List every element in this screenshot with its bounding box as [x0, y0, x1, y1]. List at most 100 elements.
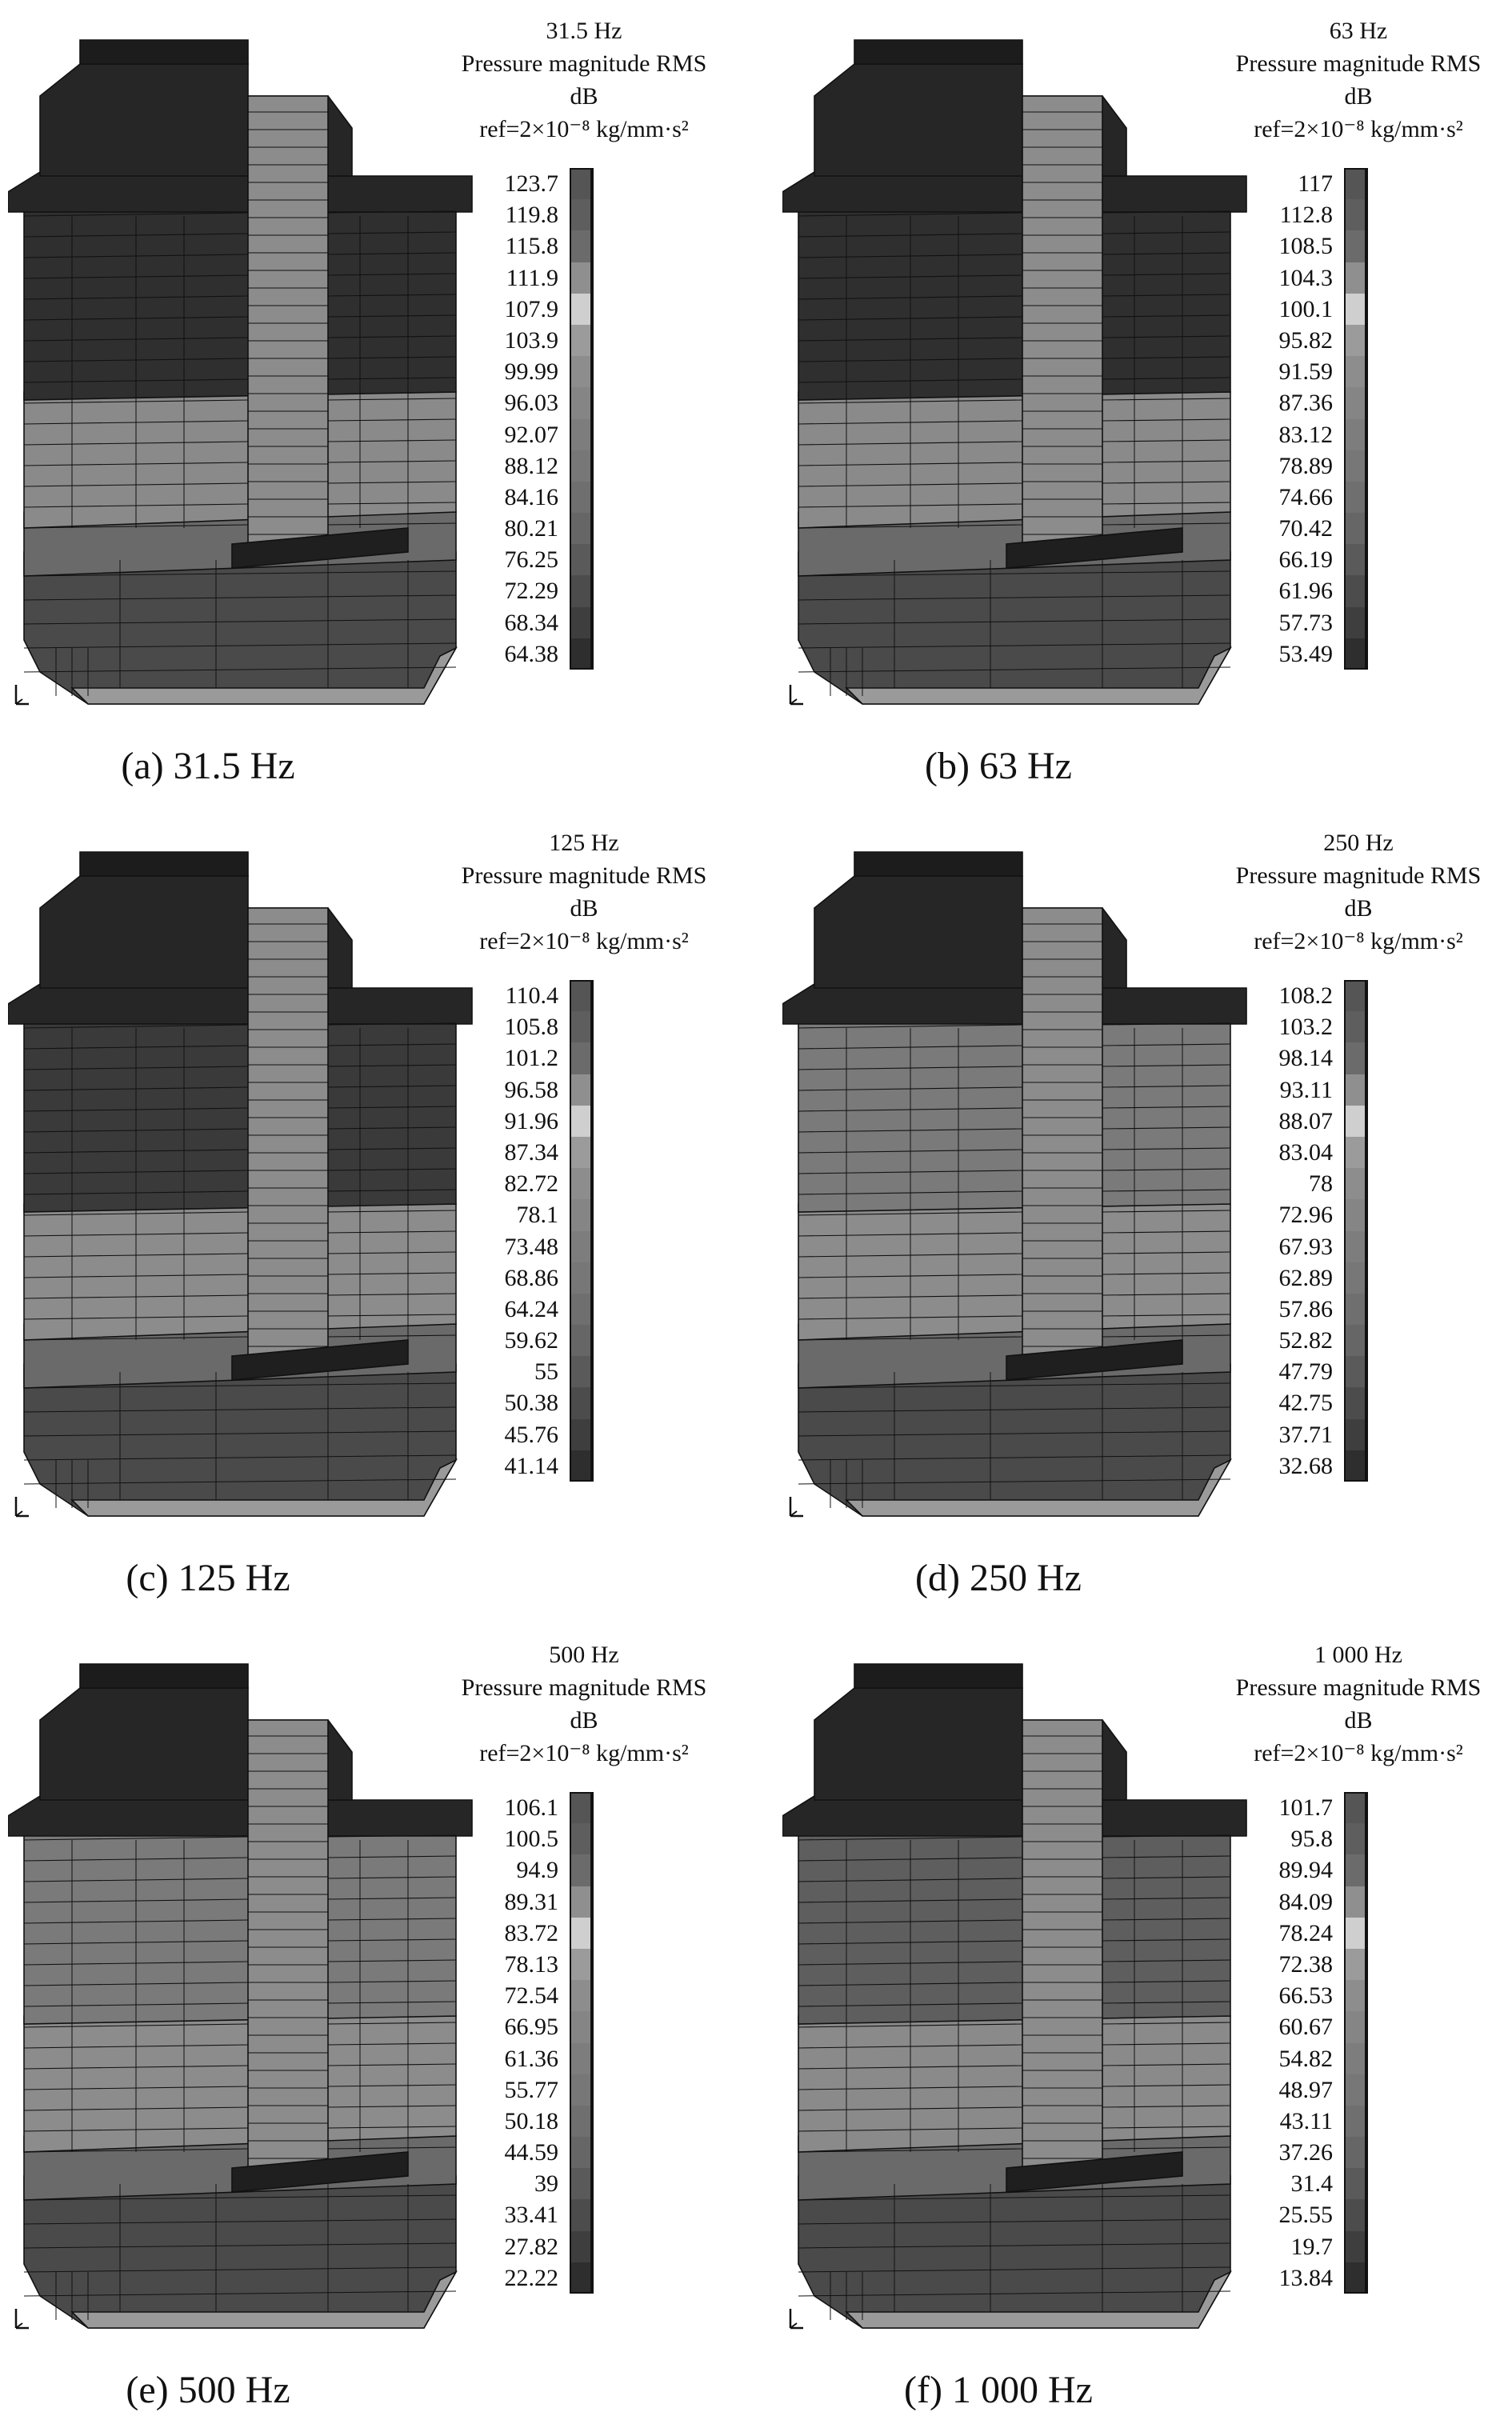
scale-swatch — [570, 1199, 592, 1231]
model-mid-zone — [798, 1203, 1231, 1341]
mesh-line — [327, 1085, 457, 1088]
scale-value: 22.22 — [504, 2264, 559, 2291]
mesh-line — [327, 1043, 457, 1046]
scale-row: 45.76 — [448, 1418, 608, 1450]
mesh-line — [798, 1478, 1231, 1485]
scale-row: 83.04 — [1222, 1136, 1382, 1169]
mesh-line — [1102, 2126, 1231, 2129]
scale-row: 72.29 — [448, 575, 608, 607]
axis-triad-icon — [789, 1497, 803, 1518]
scale-value: 123.7 — [504, 170, 559, 197]
scale-row: 93.11 — [1222, 1074, 1382, 1106]
color-scale: 108.2 103.2 98.14 93.11 88.07 83.04 78 72.96 67.… — [1222, 980, 1382, 1482]
model-tower-left — [814, 875, 1023, 989]
scale-swatch — [1344, 293, 1366, 325]
mesh-line — [1102, 481, 1231, 484]
scale-row: 106.1 — [448, 1792, 608, 1824]
scale-value: 61.36 — [504, 2045, 559, 2072]
scale-value: 45.76 — [504, 1421, 559, 1448]
scale-swatch — [1344, 2168, 1366, 2200]
scale-row: 92.07 — [448, 418, 608, 450]
mesh-line — [798, 2242, 1231, 2249]
scale-value: 73.48 — [504, 1233, 559, 1260]
scale-swatch — [1344, 2042, 1366, 2074]
model-tower-cap — [79, 39, 249, 65]
scale-row: 43.11 — [1222, 2105, 1382, 2138]
mesh-line — [23, 1382, 457, 1389]
scale-swatch — [570, 450, 592, 482]
scale-value: 78 — [1309, 1170, 1333, 1198]
scale-row: 108.2 — [1222, 980, 1382, 1012]
scale-swatch — [570, 2199, 592, 2231]
scale-swatch — [1344, 262, 1366, 294]
scale-swatch — [570, 1168, 592, 1200]
scale-swatch — [1344, 980, 1366, 1012]
mesh-line — [1102, 1085, 1231, 1088]
mesh-line — [23, 1836, 249, 1841]
scale-swatch — [570, 1105, 592, 1137]
model-lower-hull — [798, 551, 1231, 705]
scale-swatch — [570, 1823, 592, 1855]
scale-row: 83.12 — [1222, 418, 1382, 450]
scale-swatch — [570, 1293, 592, 1326]
scale-swatch — [1344, 1917, 1366, 1949]
legend-frequency: 250 Hz — [1323, 830, 1394, 856]
legend-header: 31.5 Hz Pressure magnitude RMS dB ref=2×10⁻… — [416, 14, 752, 146]
axis-triad-icon — [14, 2309, 29, 2330]
mesh-line — [23, 642, 457, 649]
model-tower-cap — [854, 1663, 1023, 1689]
scale-value: 103.2 — [1278, 1014, 1334, 1041]
scale-row: 111.9 — [448, 262, 608, 294]
scale-row: 103.2 — [1222, 1011, 1382, 1043]
scale-swatch — [1344, 544, 1366, 576]
legend-frequency: 1 000 Hz — [1314, 1642, 1402, 1668]
subfigure-panel: 250 Hz Pressure magnitude RMS dB ref=2×10⁻⁸… — [774, 812, 1512, 1620]
scale-value: 91.59 — [1278, 358, 1334, 386]
scale-row: 57.86 — [1222, 1293, 1382, 1326]
scale-swatch — [570, 575, 592, 607]
scale-row: 62.89 — [1222, 1262, 1382, 1294]
mesh-line — [798, 594, 1231, 601]
scale-swatch — [1344, 1230, 1366, 1262]
model-tower-cap — [79, 851, 249, 877]
model-upper-zone — [23, 1823, 457, 2025]
scale-swatch — [1344, 387, 1366, 419]
scale-value: 53.49 — [1278, 640, 1334, 667]
mesh-line — [23, 570, 457, 577]
mesh-line — [1102, 1168, 1231, 1171]
model-bottom-face — [845, 1458, 1233, 1517]
scale-row: 87.34 — [448, 1136, 608, 1169]
scale-row: 119.8 — [448, 199, 608, 231]
scale-value: 115.8 — [505, 233, 558, 260]
mesh-line — [798, 1024, 1023, 1029]
model-bottom-face — [845, 2270, 1233, 2329]
model-recess-floor — [1006, 2151, 1183, 2193]
scale-row: 99.99 — [448, 356, 608, 388]
scale-row: 54.82 — [1222, 2042, 1382, 2074]
scale-value: 78.1 — [516, 1202, 559, 1229]
scale-value: 27.82 — [504, 2233, 559, 2260]
scale-row: 59.62 — [448, 1325, 608, 1357]
scale-value: 96.03 — [504, 390, 559, 417]
model-overhang-left — [8, 1795, 249, 1837]
scale-value: 64.38 — [504, 640, 559, 667]
scale-row: 100.1 — [1222, 293, 1382, 325]
mesh-line — [798, 2266, 1231, 2273]
mesh-line — [1102, 356, 1231, 359]
legend-unit: dB — [1344, 1707, 1373, 1734]
axis-triad-icon — [14, 1497, 29, 1518]
mesh-line — [798, 2194, 1231, 2201]
scale-row: 105.8 — [448, 1011, 608, 1043]
mesh-line — [1102, 398, 1231, 401]
scale-value: 95.8 — [1290, 1826, 1334, 1853]
scale-row: 37.26 — [1222, 2137, 1382, 2169]
mesh-line — [1102, 439, 1231, 442]
scale-swatch — [1344, 1854, 1366, 1886]
scale-row: 47.79 — [1222, 1356, 1382, 1388]
legend-frequency: 500 Hz — [549, 1642, 619, 1668]
subfigure-caption: (e) 500 Hz — [126, 2369, 290, 2411]
scale-swatch — [1344, 513, 1366, 545]
scale-value: 100.1 — [1278, 295, 1334, 322]
scale-swatch — [1344, 1418, 1366, 1450]
scale-swatch — [1344, 1074, 1366, 1106]
